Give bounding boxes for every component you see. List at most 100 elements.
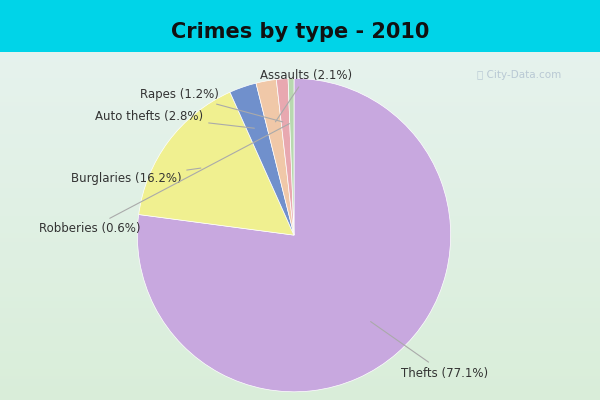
Bar xyxy=(0,111,600,113)
Text: Auto thefts (2.8%): Auto thefts (2.8%) xyxy=(95,110,254,128)
Bar xyxy=(0,191,600,193)
Bar xyxy=(0,52,600,54)
Bar xyxy=(0,174,600,176)
Bar xyxy=(0,377,600,379)
Bar xyxy=(0,247,600,249)
Bar xyxy=(0,202,600,203)
Bar xyxy=(0,233,600,235)
Bar xyxy=(0,208,600,210)
Bar xyxy=(0,163,600,165)
Bar xyxy=(0,382,600,384)
Bar xyxy=(0,364,600,365)
Bar xyxy=(0,146,600,148)
Bar xyxy=(0,176,600,177)
Bar xyxy=(0,289,600,290)
Bar xyxy=(0,376,600,377)
Bar xyxy=(0,367,600,369)
Text: Rapes (1.2%): Rapes (1.2%) xyxy=(140,88,283,122)
Bar xyxy=(0,73,600,75)
Bar xyxy=(0,264,600,266)
Bar xyxy=(0,249,600,250)
Bar xyxy=(0,70,600,71)
Bar xyxy=(0,252,600,254)
Bar xyxy=(0,113,600,115)
Bar xyxy=(0,222,600,224)
Bar xyxy=(0,226,600,228)
Bar xyxy=(0,106,600,108)
Bar xyxy=(0,231,600,233)
Bar xyxy=(0,210,600,212)
Bar xyxy=(0,127,600,128)
Bar xyxy=(0,120,600,122)
Bar xyxy=(0,284,600,285)
Bar xyxy=(0,139,600,141)
Text: ⓘ City-Data.com: ⓘ City-Data.com xyxy=(477,70,561,80)
Bar xyxy=(0,236,600,238)
Bar xyxy=(0,261,600,262)
Bar xyxy=(0,88,600,90)
Bar xyxy=(0,362,600,364)
Bar xyxy=(0,350,600,351)
Bar xyxy=(0,54,600,56)
Bar xyxy=(0,256,600,257)
Bar xyxy=(0,374,600,376)
Bar xyxy=(0,137,600,139)
Text: Burglaries (16.2%): Burglaries (16.2%) xyxy=(71,168,201,185)
Bar xyxy=(0,75,600,76)
Bar xyxy=(0,212,600,214)
Bar xyxy=(0,351,600,353)
Text: Thefts (77.1%): Thefts (77.1%) xyxy=(371,322,488,380)
Bar xyxy=(0,332,600,334)
Bar xyxy=(0,134,600,136)
Bar xyxy=(0,104,600,106)
Bar xyxy=(0,141,600,142)
Bar xyxy=(0,325,600,327)
Bar xyxy=(0,224,600,226)
Bar xyxy=(0,393,600,395)
Bar xyxy=(0,356,600,358)
Bar xyxy=(0,99,600,101)
Bar xyxy=(0,327,600,329)
Bar xyxy=(0,156,600,158)
Bar xyxy=(0,254,600,256)
Bar xyxy=(0,203,600,205)
Bar xyxy=(0,221,600,222)
Bar xyxy=(0,285,600,287)
Bar xyxy=(0,270,600,271)
Wedge shape xyxy=(139,92,294,235)
Text: Crimes by type - 2010: Crimes by type - 2010 xyxy=(171,22,429,42)
Bar xyxy=(0,78,600,80)
Bar xyxy=(0,370,600,372)
Bar xyxy=(0,101,600,102)
Bar xyxy=(0,195,600,196)
Bar xyxy=(0,353,600,355)
Bar xyxy=(0,102,600,104)
Bar xyxy=(0,82,600,83)
Bar xyxy=(0,315,600,316)
Bar xyxy=(0,92,600,94)
Bar xyxy=(0,308,600,310)
Bar xyxy=(0,144,600,146)
Bar xyxy=(0,205,600,207)
Bar xyxy=(0,160,600,162)
Bar xyxy=(0,83,600,85)
Bar xyxy=(0,259,600,261)
Bar xyxy=(0,339,600,341)
Bar xyxy=(0,61,600,62)
Bar xyxy=(0,287,600,289)
Bar xyxy=(0,310,600,311)
Text: Robberies (0.6%): Robberies (0.6%) xyxy=(39,124,289,235)
Bar xyxy=(0,334,600,336)
Bar xyxy=(0,396,600,398)
Bar xyxy=(0,118,600,120)
Bar xyxy=(0,304,600,306)
Bar xyxy=(0,318,600,320)
Bar xyxy=(0,128,600,130)
Bar xyxy=(0,275,600,276)
Text: Assaults (2.1%): Assaults (2.1%) xyxy=(260,69,353,122)
Bar xyxy=(0,130,600,132)
Bar xyxy=(0,243,600,245)
Bar xyxy=(0,110,600,111)
Bar xyxy=(0,355,600,356)
Bar xyxy=(0,228,600,230)
